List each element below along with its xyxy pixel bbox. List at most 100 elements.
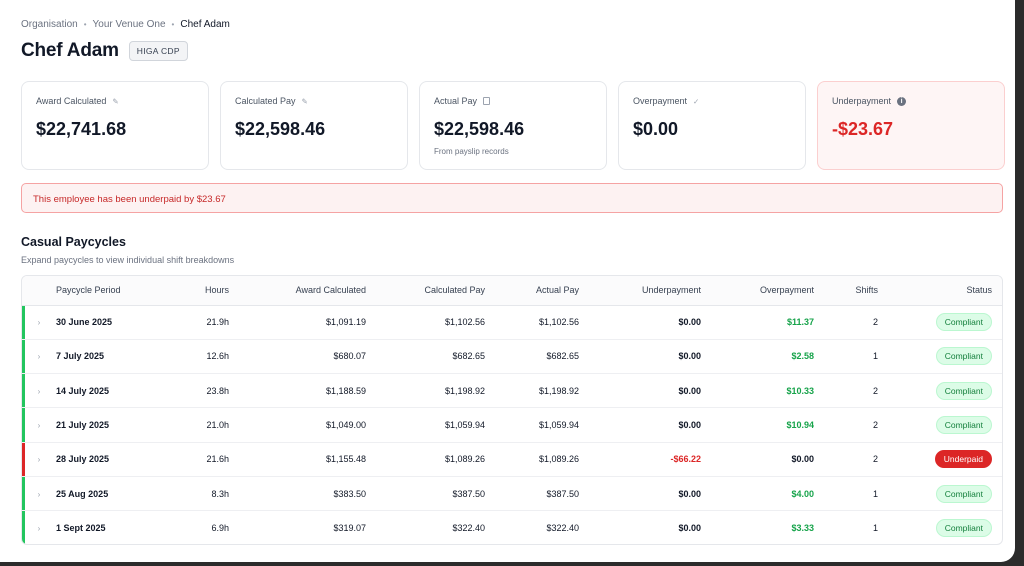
column-header-calculated[interactable]: Calculated Pay bbox=[366, 276, 485, 306]
breadcrumb-item-current: Chef Adam bbox=[180, 19, 230, 30]
cell-period: 14 July 2025 bbox=[56, 385, 110, 396]
cell-award: $1,188.59 bbox=[325, 385, 366, 396]
column-header-overpayment[interactable]: Overpayment bbox=[701, 276, 814, 306]
cell-overpayment: $10.94 bbox=[786, 420, 814, 431]
cell-overpayment: $4.00 bbox=[791, 488, 814, 499]
cell-period: 1 Sept 2025 bbox=[56, 523, 106, 534]
chevron-right-icon[interactable]: › bbox=[37, 455, 41, 465]
cell-award: $1,049.00 bbox=[325, 420, 366, 431]
status-badge: Compliant bbox=[935, 347, 992, 366]
breadcrumb-separator-icon: • bbox=[171, 20, 175, 29]
status-badge: Compliant bbox=[935, 416, 992, 435]
card-subtext: From payslip records bbox=[434, 147, 509, 156]
cell-actual: $1,089.26 bbox=[538, 454, 579, 465]
chevron-right-icon[interactable]: › bbox=[37, 352, 41, 362]
card-label: Actual Pay bbox=[434, 96, 478, 106]
cell-award: $1,091.19 bbox=[325, 317, 366, 328]
card-label: Overpayment bbox=[633, 96, 688, 106]
status-badge: Compliant bbox=[935, 381, 992, 400]
card-value: $0.00 bbox=[633, 119, 679, 139]
cell-award: $1,155.48 bbox=[325, 454, 366, 465]
cell-shifts: 1 bbox=[872, 523, 878, 534]
status-indicator-bar bbox=[22, 339, 25, 374]
cell-period: 7 July 2025 bbox=[56, 351, 105, 362]
chevron-right-icon[interactable]: › bbox=[37, 524, 41, 534]
table-row[interactable]: › 30 June 2025 21.9h $1,091.19 $1,102.56 $1,1… bbox=[22, 305, 1002, 340]
cell-hours: 12.6h bbox=[206, 351, 229, 362]
cell-underpayment: $0.00 bbox=[678, 317, 701, 328]
cell-period: 30 June 2025 bbox=[56, 317, 113, 328]
cell-hours: 21.0h bbox=[206, 420, 229, 431]
cell-actual: $322.40 bbox=[546, 523, 579, 534]
chevron-right-icon[interactable]: › bbox=[37, 386, 41, 396]
card-calculated-pay: Calculated Pay ✎ $22,598.46 bbox=[220, 81, 408, 170]
cell-actual: $1,102.56 bbox=[538, 317, 579, 328]
cell-hours: 8.3h bbox=[211, 488, 229, 499]
cell-overpayment: $3.33 bbox=[791, 523, 814, 534]
breadcrumb: Organisation • Your Venue One • Chef Ada… bbox=[21, 19, 230, 30]
card-value: $22,598.46 bbox=[235, 119, 326, 139]
cell-overpayment: $0.00 bbox=[791, 454, 814, 465]
cell-shifts: 2 bbox=[872, 420, 878, 431]
card-underpayment: Underpayment i -$23.67 bbox=[817, 81, 1005, 170]
breadcrumb-item-organisation[interactable]: Organisation bbox=[21, 19, 78, 30]
chevron-right-icon[interactable]: › bbox=[37, 421, 41, 431]
table-row[interactable]: › 1 Sept 2025 6.9h $319.07 $322.40 $322.40 $0.… bbox=[22, 511, 1002, 544]
card-value: $22,741.68 bbox=[36, 119, 127, 139]
status-badge: Compliant bbox=[935, 313, 992, 332]
breadcrumb-item-venue[interactable]: Your Venue One bbox=[92, 19, 166, 30]
pencil-icon[interactable]: ✎ bbox=[112, 96, 119, 106]
cell-shifts: 2 bbox=[872, 454, 878, 465]
card-label: Calculated Pay bbox=[235, 96, 296, 106]
chevron-right-icon[interactable]: › bbox=[37, 489, 41, 499]
cell-underpayment: $0.00 bbox=[678, 488, 701, 499]
info-icon[interactable]: i bbox=[897, 96, 907, 106]
card-label: Underpayment bbox=[832, 96, 892, 106]
cell-award: $680.07 bbox=[333, 351, 366, 362]
table-row[interactable]: › 25 Aug 2025 8.3h $383.50 $387.50 $387.50 $0.… bbox=[22, 476, 1002, 511]
cell-underpayment: $0.00 bbox=[678, 385, 701, 396]
column-header-actual[interactable]: Actual Pay bbox=[485, 276, 579, 306]
column-header-hours[interactable]: Hours bbox=[166, 276, 229, 306]
cell-overpayment: $2.58 bbox=[791, 351, 814, 362]
section-subtitle: Expand paycycles to view individual shif… bbox=[21, 255, 235, 265]
summary-cards: Award Calculated ✎ $22,741.68 Calculated… bbox=[21, 81, 1005, 170]
cell-actual: $1,059.94 bbox=[538, 420, 579, 431]
column-header-status[interactable]: Status bbox=[878, 276, 1002, 306]
cell-actual: $1,198.92 bbox=[538, 385, 579, 396]
cell-underpayment: $0.00 bbox=[678, 351, 701, 362]
column-header-award[interactable]: Award Calculated bbox=[229, 276, 366, 306]
cell-shifts: 1 bbox=[872, 488, 878, 499]
table-header-row: Paycycle Period Hours Award Calculated C… bbox=[22, 276, 1002, 306]
table-row[interactable]: › 14 July 2025 23.8h $1,188.59 $1,198.92 $1,1… bbox=[22, 374, 1002, 408]
cell-calculated: $322.40 bbox=[452, 523, 485, 534]
document-icon[interactable] bbox=[483, 97, 491, 105]
table-row[interactable]: › 7 July 2025 12.6h $680.07 $682.65 $682.65 $0… bbox=[22, 339, 1002, 374]
role-badge: HIGA CDP bbox=[128, 41, 188, 61]
cell-period: 25 Aug 2025 bbox=[56, 488, 109, 499]
status-indicator-bar bbox=[22, 442, 25, 476]
underpaid-alert-banner: This employee has been underpaid by $23.… bbox=[21, 183, 1003, 213]
column-header-shifts[interactable]: Shifts bbox=[814, 276, 878, 306]
cell-calculated: $1,102.56 bbox=[444, 317, 485, 328]
chevron-right-icon[interactable]: › bbox=[37, 318, 41, 328]
cell-period: 21 July 2025 bbox=[56, 420, 110, 431]
status-indicator-bar bbox=[22, 511, 25, 544]
table-row[interactable]: › 21 July 2025 21.0h $1,049.00 $1,059.94 $1,0… bbox=[22, 408, 1002, 443]
cell-hours: 23.8h bbox=[206, 385, 229, 396]
cell-hours: 6.9h bbox=[211, 523, 229, 534]
column-header-period[interactable]: Paycycle Period bbox=[56, 276, 166, 306]
cell-actual: $682.65 bbox=[546, 351, 579, 362]
status-badge: Underpaid bbox=[934, 450, 992, 469]
status-indicator-bar bbox=[22, 374, 25, 408]
column-header-underpayment[interactable]: Underpayment bbox=[579, 276, 701, 306]
page-title: Chef Adam bbox=[21, 40, 119, 61]
paycycles-table: Paycycle Period Hours Award Calculated C… bbox=[21, 275, 1003, 545]
status-indicator-bar bbox=[22, 305, 25, 339]
cell-calculated: $682.65 bbox=[452, 351, 485, 362]
cell-shifts: 1 bbox=[872, 351, 878, 362]
page-header: Chef Adam HIGA CDP bbox=[21, 40, 188, 62]
pencil-icon[interactable]: ✎ bbox=[301, 96, 308, 106]
table-row[interactable]: › 28 July 2025 21.6h $1,155.48 $1,089.26 $1,0… bbox=[22, 442, 1002, 477]
